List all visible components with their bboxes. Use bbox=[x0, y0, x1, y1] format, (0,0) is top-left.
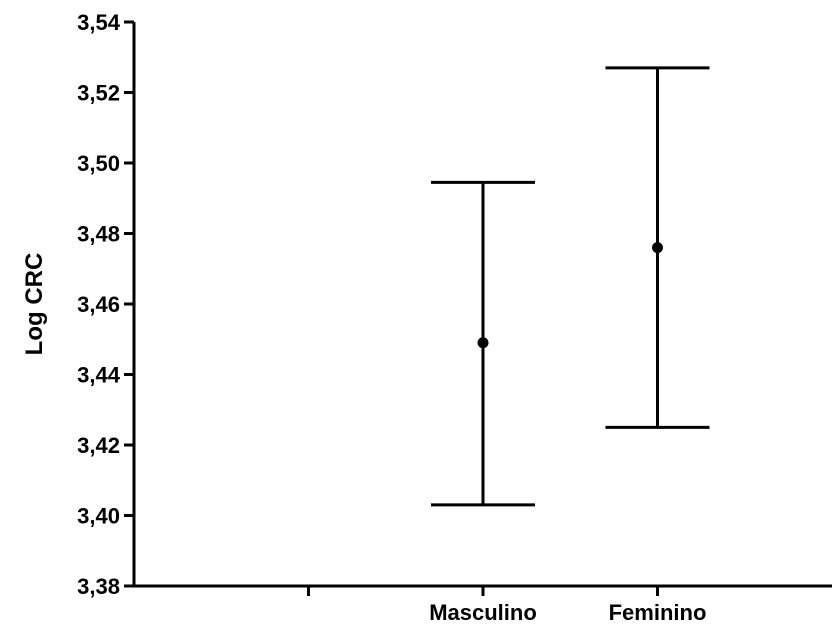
y-tick-label: 3,48 bbox=[77, 222, 120, 247]
x-category-label: Feminino bbox=[609, 600, 707, 624]
y-axis-title: Log CRC bbox=[21, 253, 48, 356]
mean-point bbox=[477, 337, 489, 349]
x-axis: Masculino Feminino bbox=[132, 584, 832, 624]
y-tick-label: 3,52 bbox=[77, 81, 120, 106]
mean-point bbox=[652, 242, 663, 254]
y-tick-label: 3,38 bbox=[77, 574, 120, 599]
series-group bbox=[431, 66, 710, 507]
y-tick-label: 3,42 bbox=[77, 433, 120, 458]
y-tick-label: 3,50 bbox=[77, 151, 120, 176]
y-tick-label: 3,46 bbox=[77, 292, 120, 317]
y-axis: 3,38 3,40 3,42 3,44 3,46 3,48 3,50 3,52 3,54 bbox=[77, 10, 136, 599]
x-category-label: Masculino bbox=[429, 600, 537, 624]
y-tick-label: 3,40 bbox=[77, 504, 120, 529]
y-tick-label: 3,44 bbox=[77, 363, 121, 388]
y-tick-label: 3,54 bbox=[77, 10, 121, 35]
